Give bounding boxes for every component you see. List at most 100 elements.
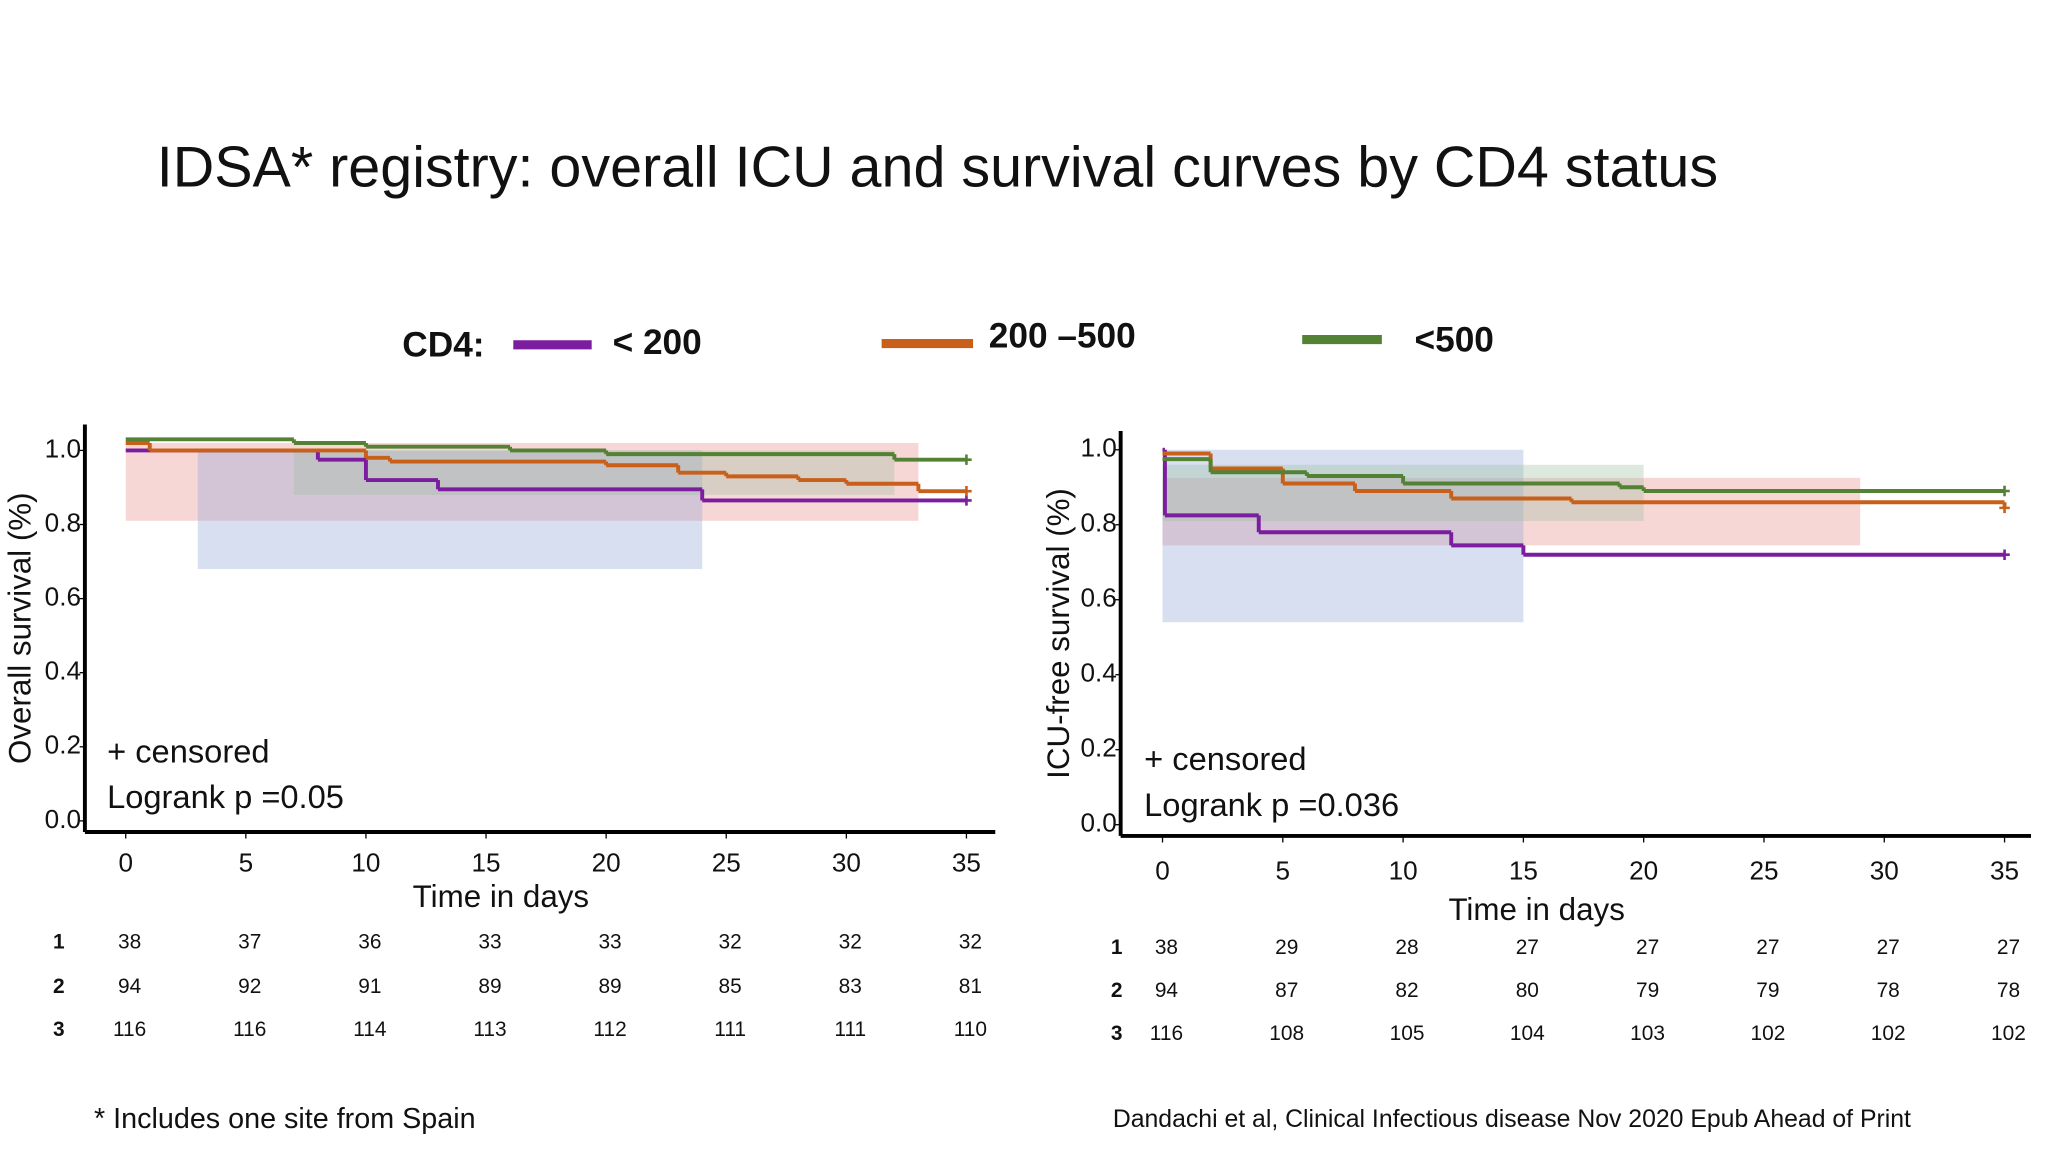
risk-count: 33 bbox=[478, 931, 501, 954]
risk-count: 85 bbox=[719, 975, 742, 998]
x-tick-label: 15 bbox=[1509, 855, 1538, 885]
censor-mark bbox=[961, 485, 972, 497]
annotation: + censored bbox=[107, 732, 269, 769]
x-tick-label: 5 bbox=[239, 848, 254, 878]
x-tick-label: 30 bbox=[1870, 855, 1899, 885]
censor-mark bbox=[961, 495, 972, 506]
x-axis-title: Time in days bbox=[1448, 892, 1624, 927]
risk-count: 83 bbox=[839, 975, 862, 998]
risk-count: 29 bbox=[1275, 936, 1298, 959]
risk-count: 102 bbox=[1991, 1022, 2026, 1045]
risk-count: 81 bbox=[959, 975, 982, 998]
x-tick-label: 0 bbox=[1155, 855, 1170, 885]
risk-row-label: 2 bbox=[1111, 979, 1123, 1002]
risk-count: 116 bbox=[233, 1018, 266, 1041]
y-tick-label: 0.6 bbox=[1080, 583, 1116, 613]
x-tick-label: 10 bbox=[1389, 855, 1418, 885]
annotation: + censored bbox=[1144, 740, 1306, 777]
y-axis-title: ICU-free survival (%) bbox=[1041, 488, 1076, 779]
risk-count: 32 bbox=[959, 931, 982, 954]
risk-count: 103 bbox=[1630, 1022, 1665, 1045]
risk-count: 27 bbox=[1756, 936, 1779, 959]
risk-count: 113 bbox=[473, 1018, 506, 1041]
risk-count: 79 bbox=[1756, 979, 1779, 1002]
censor-mark bbox=[1999, 549, 2010, 560]
risk-count: 102 bbox=[1750, 1022, 1785, 1045]
risk-count: 36 bbox=[358, 931, 381, 954]
y-tick-label: 0.4 bbox=[1080, 658, 1116, 688]
risk-count: 114 bbox=[353, 1018, 386, 1041]
risk-count: 116 bbox=[1150, 1022, 1183, 1045]
confidence-band bbox=[1162, 449, 1524, 623]
y-tick-label: 1.0 bbox=[45, 433, 81, 463]
risk-row-label: 1 bbox=[53, 931, 65, 954]
risk-count: 108 bbox=[1269, 1022, 1304, 1045]
annotation: Logrank p =0.05 bbox=[107, 778, 344, 815]
risk-count: 82 bbox=[1395, 979, 1418, 1002]
x-tick-label: 35 bbox=[952, 848, 981, 878]
annotation: Logrank p =0.036 bbox=[1144, 786, 1399, 823]
y-tick-label: 0.2 bbox=[1080, 733, 1116, 763]
risk-count: 102 bbox=[1871, 1022, 1906, 1045]
risk-count: 32 bbox=[839, 931, 862, 954]
risk-count: 80 bbox=[1516, 979, 1539, 1002]
legend-label: < 200 bbox=[613, 323, 702, 362]
censor-mark bbox=[961, 454, 972, 465]
x-tick-label: 10 bbox=[351, 848, 380, 878]
y-tick-label: 0.6 bbox=[45, 582, 81, 612]
risk-count: 28 bbox=[1395, 936, 1418, 959]
risk-count: 87 bbox=[1275, 979, 1298, 1002]
x-tick-label: 20 bbox=[1629, 855, 1658, 885]
risk-count: 112 bbox=[593, 1018, 626, 1041]
risk-count: 27 bbox=[1997, 936, 2020, 959]
risk-row-label: 1 bbox=[1111, 936, 1123, 959]
footnote: * Includes one site from Spain bbox=[94, 1103, 476, 1135]
slide-title: IDSA* registry: overall ICU and survival… bbox=[157, 135, 1718, 199]
risk-count: 116 bbox=[113, 1018, 146, 1041]
y-tick-label: 0.0 bbox=[1080, 808, 1116, 838]
risk-count: 38 bbox=[118, 931, 141, 954]
y-tick-label: 0.8 bbox=[45, 507, 81, 537]
risk-count: 105 bbox=[1390, 1022, 1425, 1045]
risk-count: 91 bbox=[358, 975, 381, 998]
citation: Dandachi et al, Clinical Infectious dise… bbox=[1113, 1106, 1911, 1133]
y-tick-label: 0.4 bbox=[45, 656, 81, 686]
risk-count: 33 bbox=[598, 931, 621, 954]
risk-count: 38 bbox=[1155, 936, 1178, 959]
risk-count: 27 bbox=[1516, 936, 1539, 959]
risk-count: 89 bbox=[598, 975, 621, 998]
legend-label: 200 –500 bbox=[989, 317, 1136, 356]
confidence-band bbox=[197, 450, 703, 569]
x-tick-label: 15 bbox=[472, 848, 501, 878]
censor-mark bbox=[1999, 502, 2010, 514]
y-tick-label: 0.0 bbox=[45, 804, 81, 834]
risk-count: 104 bbox=[1510, 1022, 1545, 1045]
x-tick-label: 5 bbox=[1276, 855, 1291, 885]
legend-title: CD4: bbox=[402, 326, 484, 365]
risk-count: 78 bbox=[1997, 979, 2020, 1002]
risk-count: 111 bbox=[714, 1018, 746, 1041]
risk-count: 79 bbox=[1636, 979, 1659, 1002]
y-tick-label: 0.8 bbox=[1080, 508, 1116, 538]
y-axis-title: Overall survival (%) bbox=[2, 492, 37, 764]
y-tick-label: 1.0 bbox=[1080, 433, 1116, 463]
risk-count: 27 bbox=[1636, 936, 1659, 959]
risk-row-label: 3 bbox=[53, 1018, 65, 1041]
censor-mark bbox=[1999, 485, 2010, 497]
y-tick-label: 0.2 bbox=[45, 730, 81, 760]
risk-count: 78 bbox=[1877, 979, 1900, 1002]
risk-row-label: 3 bbox=[1111, 1022, 1123, 1045]
risk-count: 37 bbox=[238, 931, 261, 954]
risk-count: 27 bbox=[1877, 936, 1900, 959]
legend-label: <500 bbox=[1415, 321, 1494, 360]
x-tick-label: 25 bbox=[712, 848, 741, 878]
x-tick-label: 35 bbox=[1990, 855, 2019, 885]
risk-count: 94 bbox=[1155, 979, 1178, 1002]
risk-count: 32 bbox=[719, 931, 742, 954]
risk-count: 89 bbox=[478, 975, 501, 998]
x-tick-label: 20 bbox=[592, 848, 621, 878]
x-axis-title: Time in days bbox=[413, 879, 589, 914]
